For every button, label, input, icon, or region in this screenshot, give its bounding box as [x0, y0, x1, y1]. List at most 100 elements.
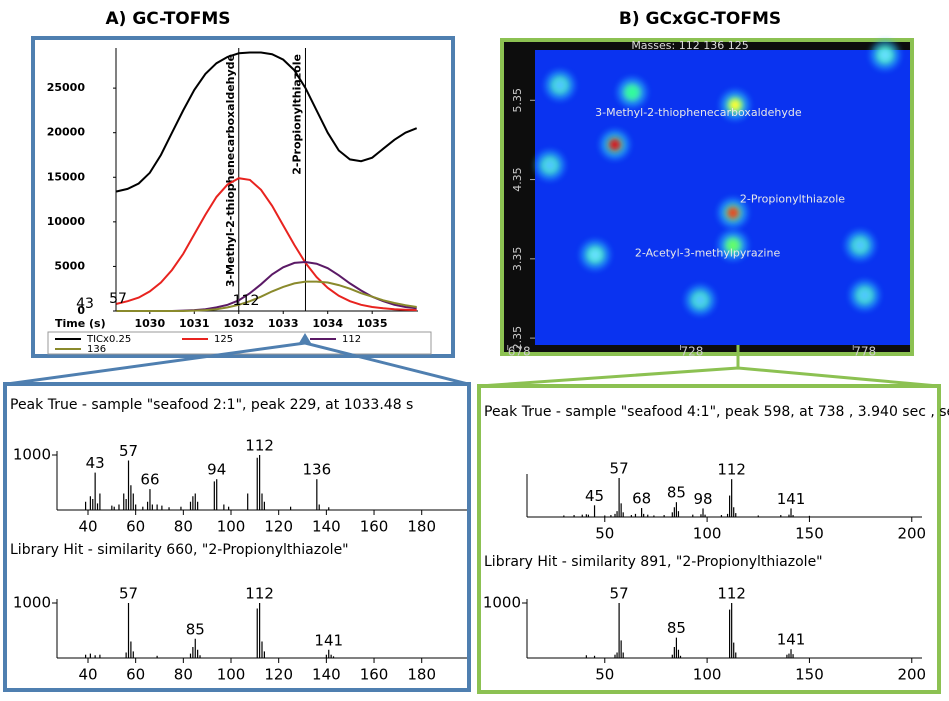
x-tick-label: 140 — [312, 666, 341, 684]
chart-subtitle: Masses: 112 136 125 — [631, 39, 748, 52]
x-tick-label: 60 — [126, 518, 145, 536]
x-tick-label: 678 — [508, 345, 531, 359]
y-tick-label: 3.35 — [511, 247, 524, 272]
series-line — [116, 280, 417, 312]
series-line — [116, 260, 417, 312]
peak-label: 85 — [667, 484, 686, 502]
peak-label: 57 — [610, 460, 629, 478]
spot — [870, 40, 901, 71]
spot-core — [729, 99, 742, 112]
mass-label: 43 — [76, 296, 94, 312]
spot-core — [858, 289, 871, 302]
x-tick-label: 1032 — [223, 317, 254, 330]
peak-label: 94 — [207, 461, 226, 479]
spectrum-title: Peak True - sample "seafood 4:1", peak 5… — [484, 404, 949, 420]
x-tick-label: 120 — [264, 518, 293, 536]
peak-label: 112 — [245, 437, 274, 455]
y-tick-label: 0 — [77, 304, 85, 317]
y-tick-label: 25000 — [47, 81, 86, 94]
connector — [479, 366, 939, 388]
y-tick-label: 5000 — [54, 259, 85, 272]
spot-core — [727, 206, 740, 219]
x-tick-label: 40 — [78, 518, 97, 536]
peak-label: 45 — [585, 487, 604, 505]
arrow-head — [299, 333, 311, 343]
y-tick-label: 2.35 — [511, 326, 524, 351]
spot — [599, 129, 630, 160]
x-tick-label: 200 — [897, 525, 926, 543]
spot — [845, 230, 876, 261]
x-tick-label: 180 — [407, 518, 436, 536]
spectrum-title: Library Hit - similarity 660, "2-Propion… — [10, 542, 349, 558]
peak-label: 112 — [717, 585, 746, 603]
peak-label: 85 — [186, 620, 205, 638]
x-tick-label: 50 — [595, 666, 614, 684]
spectrum-box-a — [3, 382, 471, 692]
peak-label: 43 — [86, 454, 105, 472]
legend-label: TICx0.25 — [86, 334, 131, 345]
x-tick-label: 40 — [78, 666, 97, 684]
chart-title: A) GC-TOFMS — [105, 9, 230, 29]
x-tick-label: 50 — [595, 525, 614, 543]
legend-label: 136 — [87, 344, 106, 355]
panel-a-frame — [31, 36, 455, 358]
spot — [534, 150, 565, 181]
mass-label: 112 — [233, 293, 260, 309]
peak-label: 98 — [693, 490, 712, 508]
spectrum-box-b — [477, 384, 941, 694]
legend-label: 112 — [342, 334, 361, 345]
x-tick-label: 778 — [853, 345, 876, 359]
x-tick-label: 1034 — [312, 317, 343, 330]
x-tick-label: 100 — [693, 666, 722, 684]
annotation: 3-Methyl-2-thiophenecarboxaldehyde — [595, 106, 802, 119]
x-tick-label: 140 — [312, 518, 341, 536]
peak-label: 141 — [314, 631, 343, 649]
spot — [718, 197, 749, 228]
spot-core — [854, 239, 867, 252]
peak-label: 136 — [303, 461, 332, 479]
spectrum-title: Library Hit - similarity 891, "2-Propion… — [484, 554, 823, 570]
spot — [580, 239, 611, 270]
x-tick-label: 80 — [174, 666, 193, 684]
chart-title: B) GCxGC-TOFMS — [619, 9, 781, 29]
spectrum-title: Peak True - sample "seafood 2:1", peak 2… — [10, 397, 413, 413]
marker-label: 3-Methyl-2-thiophenecarboxaldehyde — [224, 54, 237, 287]
x-tick-label: 1033 — [268, 317, 299, 330]
spot-core — [589, 248, 602, 261]
spot — [849, 280, 880, 311]
x-tick-label: 1031 — [179, 317, 210, 330]
x-tick-label: 1030 — [134, 317, 165, 330]
peak-label: 57 — [119, 585, 138, 603]
y-tick-label: 10000 — [47, 215, 86, 228]
spot-core — [608, 138, 621, 151]
y-tick-label: 1000 — [13, 446, 51, 464]
x-tick-label: 80 — [174, 518, 193, 536]
series-line — [116, 177, 417, 312]
mass-label: 57 — [109, 291, 127, 307]
legend-label: 125 — [214, 334, 233, 345]
spot-core — [694, 294, 707, 307]
spot-core — [543, 159, 556, 172]
x-tick-label: 728 — [680, 345, 703, 359]
x-tick-label: 100 — [693, 525, 722, 543]
series-line — [116, 51, 418, 193]
spot — [720, 90, 751, 121]
x-tick-label: 160 — [360, 666, 389, 684]
spot — [685, 285, 716, 316]
annotation: 2-Acetyl-3-methylpyrazine — [635, 246, 781, 259]
y-tick-label: 15000 — [47, 170, 86, 183]
spot — [718, 230, 749, 261]
peak-label: 57 — [610, 585, 629, 603]
peak-label: 141 — [777, 490, 806, 508]
x-tick-label: 1035 — [357, 317, 388, 330]
annotation: 2-Propionylthiazole — [740, 192, 845, 205]
x-tick-label: 200 — [897, 666, 926, 684]
peak-label: 112 — [245, 585, 274, 603]
spot-core — [727, 239, 740, 252]
x-tick-label: 100 — [217, 518, 246, 536]
peak-label: 68 — [632, 490, 651, 508]
x-tick-label: 120 — [264, 666, 293, 684]
y-tick-label: 1000 — [13, 594, 51, 612]
y-tick-label: 4.35 — [511, 167, 524, 192]
